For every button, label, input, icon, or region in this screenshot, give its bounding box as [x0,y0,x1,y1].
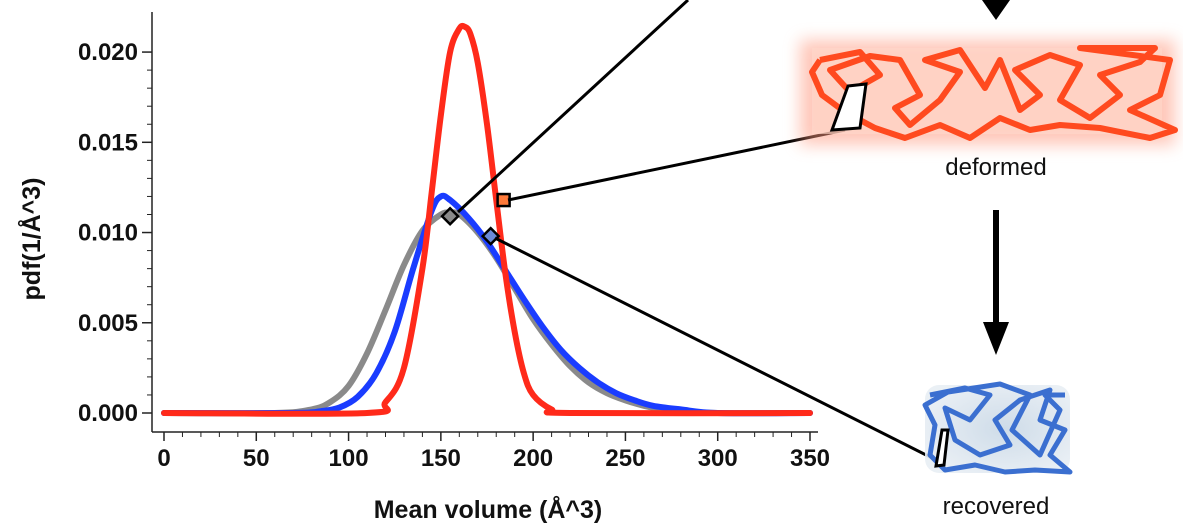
marker-square [496,192,511,208]
x-tick-label: 150 [421,445,461,472]
deformed-label: deformed [945,154,1046,181]
x-tick-label: 50 [243,445,270,472]
x-tick-label: 300 [698,445,738,472]
x-tick-label: 250 [605,445,645,472]
y-tick-label: 0.000 [78,400,138,427]
marker-diamond [440,206,460,227]
deformed-structure [800,40,1178,145]
x-tick-label: 100 [329,445,369,472]
y-tick-label: 0.015 [78,129,138,156]
connector-line-deformed [507,128,846,202]
y-tick-label: 0.005 [78,310,138,337]
arrow-top [982,0,1010,20]
series-layer [161,22,813,417]
x-tick-label: 350 [790,445,830,472]
connector-lines [456,0,941,464]
x-axis-title: Mean volume (Å^3) [374,495,603,524]
y-tick-label: 0.020 [78,39,138,66]
marker-layer [440,192,511,246]
y-axis-title: pdf(1/Å^3) [17,178,46,301]
series-line-red [161,22,813,417]
axes: 0 50 100 150 200 250 300 350 0.000 0.005 0.010 0.01… [17,12,830,524]
x-tick-label: 0 [157,445,170,472]
recovered-structure [922,381,1073,475]
plot-area: 0 50 100 150 200 250 300 350 0.000 0.005 0.010 0.01… [17,12,830,524]
x-tick-label: 200 [513,445,553,472]
y-tick-label: 0.010 [78,220,138,247]
recovered-label: recovered [943,493,1050,520]
marker-diamond [480,226,501,246]
connector-line-top [456,0,690,214]
series-line-blue [161,192,813,417]
connector-line-recovered [494,236,941,464]
arrow-down [983,210,1009,355]
